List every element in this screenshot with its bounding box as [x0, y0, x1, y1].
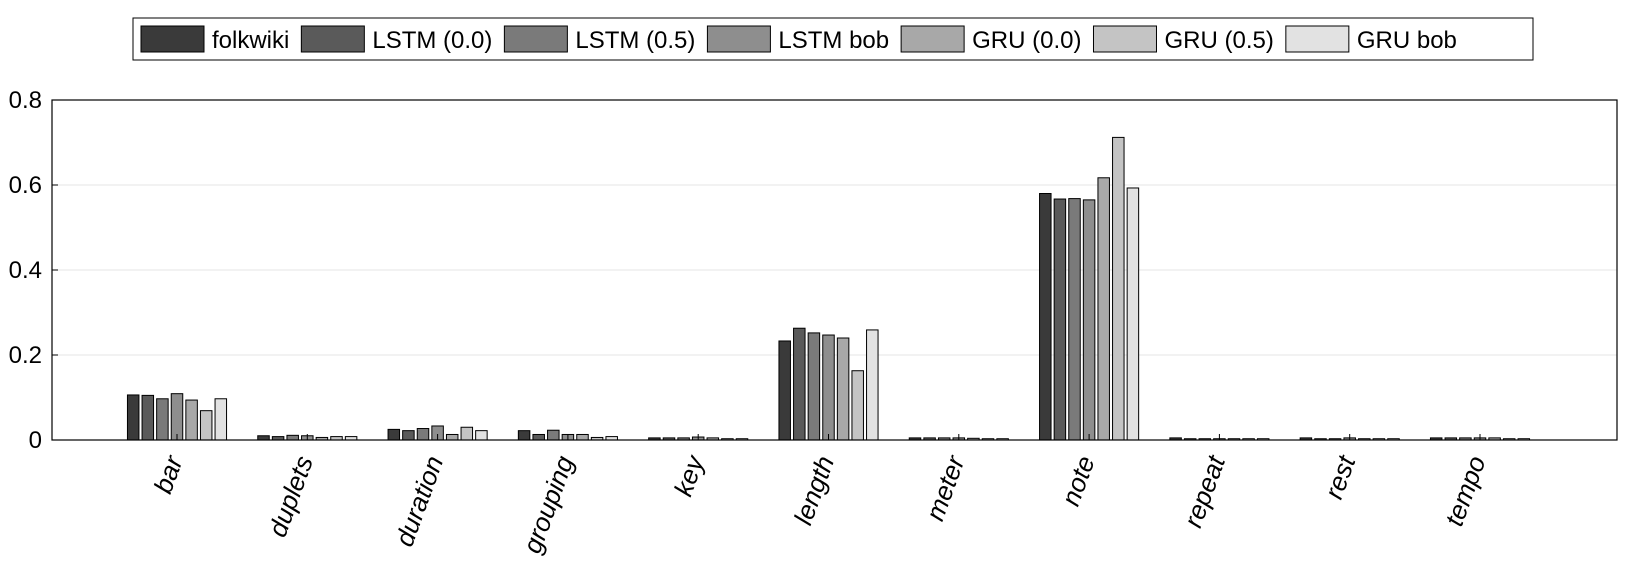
- legend-swatch: [706, 25, 771, 53]
- bar-bar-lstm-0-0: [141, 394, 155, 441]
- y-tick-label: 0.2: [9, 342, 42, 369]
- bar-bar-lstm-0-5: [156, 398, 169, 441]
- bar-bar-gru-0-5: [199, 410, 213, 441]
- category-label-duplets: duplets: [262, 452, 319, 541]
- legend-label: LSTM (0.0): [372, 27, 492, 54]
- bar-length-lstm-0-0: [793, 327, 806, 441]
- bar-note-gru-0-5: [1112, 136, 1125, 441]
- bar-duration-gru-bob: [475, 430, 488, 441]
- legend-label: GRU bob: [1357, 27, 1457, 54]
- category-label-tempo: tempo: [1439, 452, 1492, 530]
- bar-duration-lstm-0-0: [402, 430, 415, 441]
- y-tick-label: 0.8: [9, 87, 42, 114]
- bar-duration-gru-0-0: [445, 433, 459, 441]
- bar-duplets-folkwiki: [257, 435, 270, 441]
- category-label-key: key: [668, 450, 711, 500]
- legend-swatch: [140, 25, 205, 53]
- bar-grouping-gru-0-0: [576, 433, 589, 441]
- category-label-duration: duration: [389, 452, 449, 551]
- y-tick-label: 0.6: [9, 172, 42, 199]
- bar-bar-folkwiki: [126, 394, 140, 441]
- bar-note-lstm-0-0: [1053, 198, 1067, 441]
- bar-grouping-lstm-0-0: [532, 433, 545, 441]
- bar-length-gru-0-0: [836, 337, 850, 441]
- y-tick-label: 0: [29, 427, 42, 454]
- category-label-note: note: [1055, 452, 1101, 510]
- bar-note-lstm-bob: [1082, 199, 1096, 441]
- x-axis: bar duplets duration grouping key length meter…: [148, 434, 1492, 557]
- legend-label: folkwiki: [212, 27, 289, 54]
- legend-swatch: [300, 25, 365, 53]
- bar-grouping-lstm-0-5: [547, 429, 560, 441]
- bar-bar-gru-0-0: [185, 399, 198, 441]
- y-tick-label: 0.4: [9, 257, 42, 284]
- bar-note-folkwiki: [1039, 193, 1052, 441]
- legend-swatch: [1285, 25, 1350, 53]
- legend: folkwiki LSTM (0.0) LSTM (0.5) LSTM bob GRU …: [132, 17, 1534, 61]
- bar-length-gru-bob: [866, 329, 879, 441]
- bar-note-gru-bob: [1126, 187, 1140, 441]
- bar-length-lstm-bob: [822, 334, 835, 441]
- bar-duration-gru-0-5: [460, 426, 474, 441]
- legend-label: LSTM bob: [778, 27, 889, 54]
- category-label-rest: rest: [1318, 450, 1362, 503]
- bar-note-gru-0-0: [1097, 177, 1110, 441]
- bar-length-folkwiki: [778, 340, 791, 441]
- bar-duration-folkwiki: [387, 428, 401, 441]
- bar-length-lstm-0-5: [807, 332, 821, 441]
- legend-swatch: [503, 25, 568, 53]
- y-axis: 0 0.2 0.4 0.6 0.8: [9, 87, 58, 454]
- bar-bar-lstm-bob: [170, 393, 184, 441]
- bar-bar-gru-bob: [214, 398, 228, 441]
- category-label-grouping: grouping: [517, 451, 580, 557]
- legend-label: GRU (0.5): [1164, 27, 1273, 54]
- gridlines: [52, 184, 1617, 356]
- category-label-repeat: repeat: [1178, 450, 1232, 531]
- bar-note-lstm-0-5: [1068, 198, 1081, 441]
- legend-label: GRU (0.0): [972, 27, 1081, 54]
- category-label-bar: bar: [148, 451, 190, 498]
- bar-duplets-lstm-0-5: [286, 434, 299, 441]
- category-label-meter: meter: [920, 451, 971, 525]
- bar-grouping-folkwiki: [517, 430, 531, 441]
- bar-length-gru-0-5: [851, 370, 864, 441]
- bars: [126, 136, 1531, 441]
- legend-swatch: [900, 25, 965, 53]
- bar-duration-lstm-0-5: [416, 428, 430, 441]
- legend-swatch: [1092, 25, 1157, 53]
- category-label-length: length: [788, 452, 840, 529]
- legend-label: LSTM (0.5): [575, 27, 695, 54]
